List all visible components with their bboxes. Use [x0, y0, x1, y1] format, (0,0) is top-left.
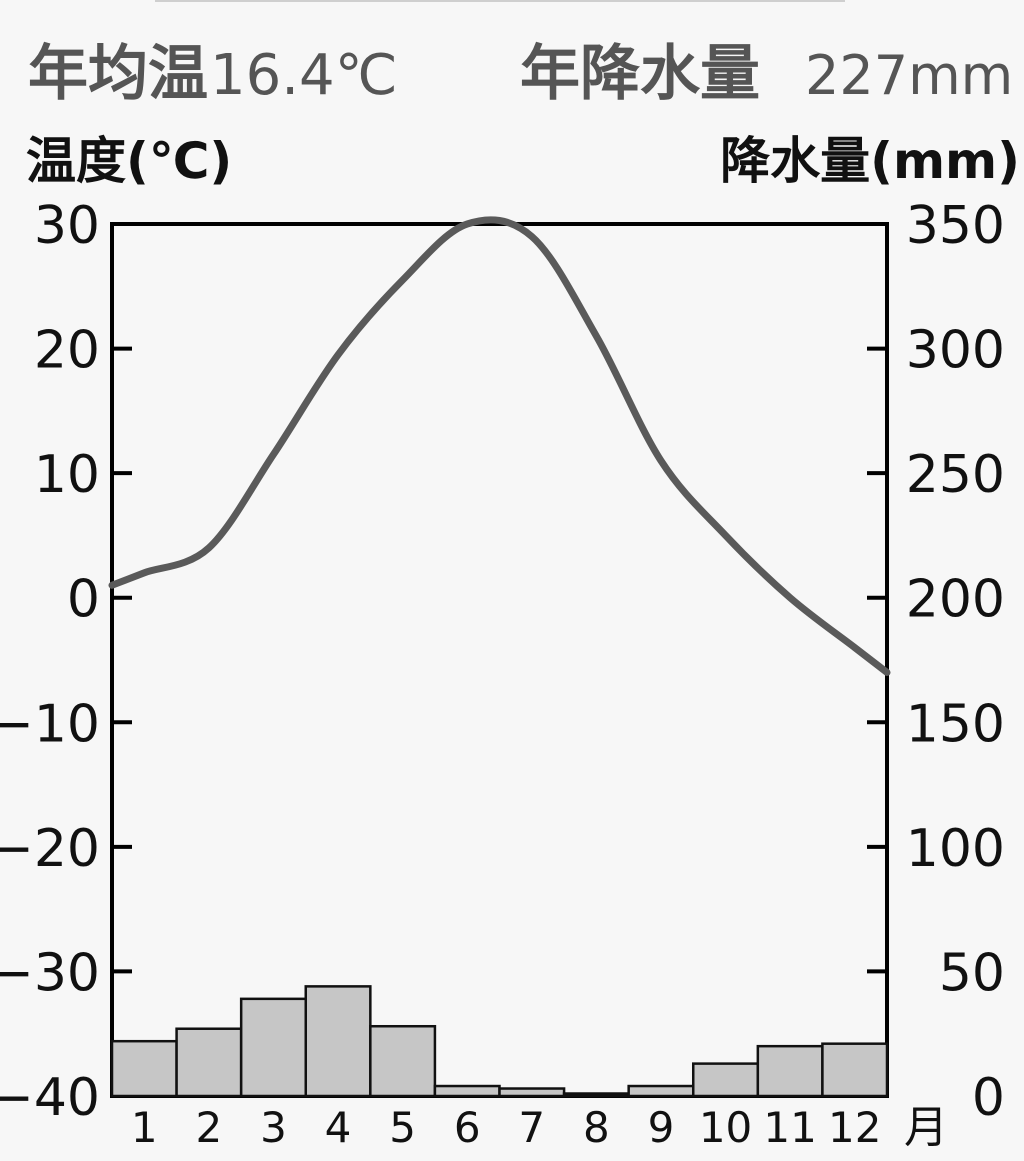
precip-bar — [304, 985, 372, 1098]
month-label: 9 — [648, 1103, 675, 1152]
month-label: 11 — [763, 1103, 816, 1152]
precip-tick-label: 0 — [972, 1068, 1005, 1128]
precip-tick-label: 300 — [906, 321, 1005, 381]
temperature-line — [108, 216, 891, 676]
temp-tick-label: −30 — [0, 943, 100, 1003]
temp-tick-label: −20 — [0, 819, 100, 879]
left-ticks: 30 20 10 0 −10 −20 −30 −40 — [0, 196, 132, 1128]
precip-bar — [369, 1024, 437, 1098]
month-label: 2 — [196, 1103, 223, 1152]
temp-tick-label: −40 — [0, 1068, 100, 1128]
precip-tick-label: 150 — [906, 694, 1005, 754]
temp-tick-label: 0 — [67, 570, 100, 630]
precip-bars — [110, 985, 889, 1098]
precip-tick-label: 250 — [906, 445, 1005, 505]
month-label: 4 — [325, 1103, 352, 1152]
right-ticks: 350 300 250 200 150 100 50 0 — [867, 196, 1005, 1128]
precip-bar — [756, 1044, 824, 1098]
temp-tick-label: 20 — [34, 321, 100, 381]
precip-bar — [498, 1087, 566, 1098]
precip-bar — [692, 1062, 760, 1098]
temp-tick-label: 10 — [34, 445, 100, 505]
avg-temp-value: 16.4℃ — [210, 43, 398, 108]
month-label: 3 — [260, 1103, 287, 1152]
precip-axis-title: 降水量(mm) — [720, 132, 1020, 190]
precip-bar — [175, 1027, 243, 1098]
month-label: 5 — [389, 1103, 416, 1152]
plot-frame — [110, 222, 889, 1098]
precip-tick-label: 100 — [906, 819, 1005, 879]
temp-line-layer — [108, 216, 891, 676]
month-label: 10 — [699, 1103, 752, 1152]
precip-bar — [110, 1039, 178, 1098]
month-label: 1 — [131, 1103, 158, 1152]
precip-tick-label: 350 — [906, 196, 1005, 256]
month-unit-label: 月 — [904, 1102, 948, 1153]
temp-tick-label: −10 — [0, 694, 100, 754]
precip-bar — [239, 997, 308, 1098]
avg-temp-label: 年均温 — [28, 39, 208, 109]
month-labels: 1 2 3 4 5 6 7 8 9 10 11 12 — [131, 1103, 882, 1152]
precip-tick-label: 200 — [906, 570, 1005, 630]
precip-tick-label: 50 — [939, 943, 1005, 1003]
temp-axis-title: 温度(℃) — [26, 132, 232, 190]
annual-precip-label: 年降水量 — [520, 39, 760, 109]
precip-bar — [821, 1042, 889, 1098]
temp-tick-label: 30 — [34, 196, 100, 256]
month-label: 6 — [454, 1103, 481, 1152]
month-label: 7 — [518, 1103, 545, 1152]
month-label: 12 — [828, 1103, 881, 1152]
precip-bar — [627, 1084, 695, 1098]
precip-bar — [562, 1092, 630, 1098]
month-label: 8 — [583, 1103, 610, 1152]
annual-precip-value: 227mm — [805, 44, 1013, 107]
precip-bar — [433, 1084, 501, 1098]
